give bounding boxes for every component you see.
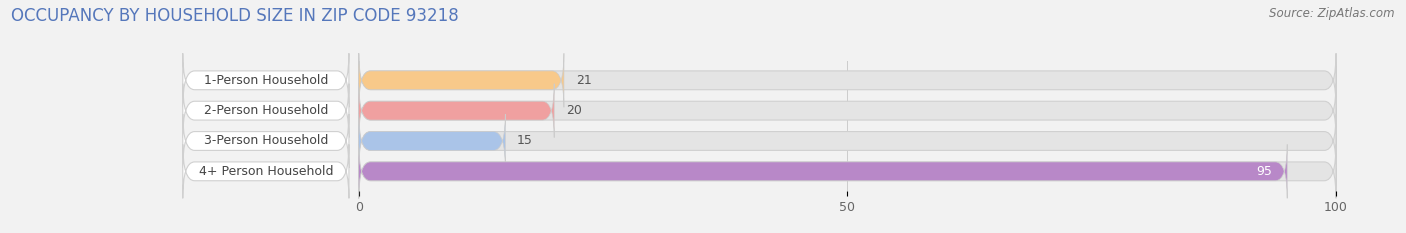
FancyBboxPatch shape bbox=[359, 114, 505, 168]
Text: 4+ Person Household: 4+ Person Household bbox=[198, 165, 333, 178]
Text: OCCUPANCY BY HOUSEHOLD SIZE IN ZIP CODE 93218: OCCUPANCY BY HOUSEHOLD SIZE IN ZIP CODE … bbox=[11, 7, 458, 25]
Text: 95: 95 bbox=[1257, 165, 1272, 178]
Text: 2-Person Household: 2-Person Household bbox=[204, 104, 328, 117]
FancyBboxPatch shape bbox=[183, 114, 349, 168]
FancyBboxPatch shape bbox=[183, 144, 349, 198]
Text: 21: 21 bbox=[575, 74, 592, 87]
FancyBboxPatch shape bbox=[359, 53, 1336, 107]
Text: 1-Person Household: 1-Person Household bbox=[204, 74, 328, 87]
FancyBboxPatch shape bbox=[359, 144, 1336, 198]
FancyBboxPatch shape bbox=[183, 53, 349, 107]
FancyBboxPatch shape bbox=[359, 144, 1286, 198]
FancyBboxPatch shape bbox=[183, 84, 349, 138]
FancyBboxPatch shape bbox=[359, 84, 1336, 138]
Text: Source: ZipAtlas.com: Source: ZipAtlas.com bbox=[1270, 7, 1395, 20]
Text: 20: 20 bbox=[565, 104, 582, 117]
FancyBboxPatch shape bbox=[359, 53, 564, 107]
Text: 3-Person Household: 3-Person Household bbox=[204, 134, 328, 147]
FancyBboxPatch shape bbox=[359, 114, 1336, 168]
FancyBboxPatch shape bbox=[359, 84, 554, 138]
Text: 15: 15 bbox=[517, 134, 533, 147]
